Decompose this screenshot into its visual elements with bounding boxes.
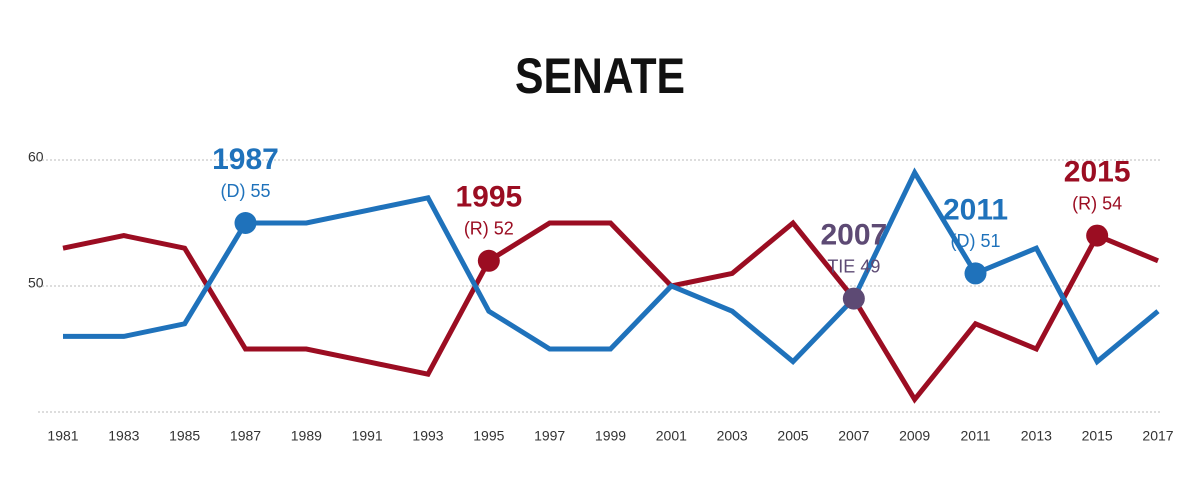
highlight-dot [1086, 224, 1109, 247]
highlight-dot [842, 287, 865, 310]
x-tick-label: 1993 [412, 428, 443, 444]
highlight-dot [964, 262, 987, 285]
x-tick-label: 1995 [473, 428, 504, 444]
x-tick-label: 2017 [1142, 428, 1173, 444]
highlight-dot [477, 249, 500, 272]
x-tick-label: 2001 [656, 428, 687, 444]
x-tick-label: 1983 [108, 428, 139, 444]
annotation-year: 1995 [455, 181, 522, 214]
x-tick-label: 2013 [1021, 428, 1052, 444]
annotation-label: (D) 55 [220, 181, 270, 201]
x-tick-label: 2011 [960, 428, 990, 444]
x-tick-label: 2007 [838, 428, 869, 444]
series-line [62, 219, 1159, 404]
x-tick-label: 2003 [717, 428, 748, 444]
annotation-label: (D) 51 [950, 231, 1000, 251]
annotation-label: (R) 52 [464, 219, 514, 239]
x-tick-label: 2005 [777, 428, 808, 444]
annotation-year: 2007 [820, 219, 887, 252]
annotation-label: (R) 54 [1072, 193, 1122, 213]
x-tick-label: 1997 [534, 428, 565, 444]
x-tick-label: 1981 [47, 428, 78, 444]
y-tick-label: 60 [28, 149, 44, 165]
annotation-year: 2015 [1064, 156, 1131, 189]
x-tick-label: 1987 [230, 428, 261, 444]
x-tick-label: 1999 [595, 428, 626, 444]
x-tick-label: 2009 [899, 428, 930, 444]
y-tick-label: 50 [28, 275, 44, 291]
x-tick-label: 2015 [1082, 428, 1113, 444]
highlight-dot [234, 212, 257, 234]
x-tick-label: 1991 [352, 428, 383, 444]
chart-title: SENATE [515, 48, 685, 104]
x-tick-label: 1985 [169, 428, 200, 444]
annotation-year: 1987 [212, 143, 279, 176]
annotation-year: 2011 [943, 193, 1008, 226]
annotation-label: TIE 49 [827, 256, 880, 276]
x-tick-label: 1989 [291, 428, 322, 444]
